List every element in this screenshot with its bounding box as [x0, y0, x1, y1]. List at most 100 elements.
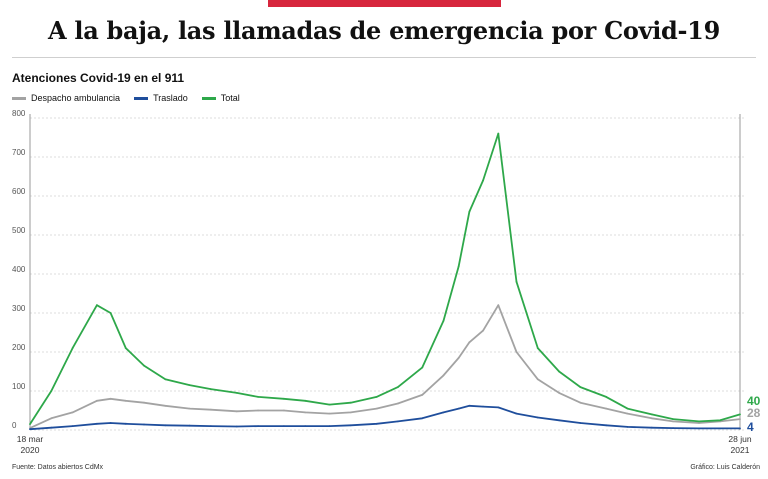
data-point-total: [605, 396, 608, 398]
data-point-total: [650, 413, 653, 416]
data-point-despacho-ambulancia: [124, 399, 127, 402]
data-point-total: [397, 386, 399, 388]
data-point-despacho-ambulancia: [515, 351, 518, 353]
data-point-total: [558, 370, 560, 373]
data-point-traslado: [468, 404, 471, 407]
data-point-despacho-ambulancia: [71, 411, 74, 414]
data-point-traslado: [29, 428, 31, 431]
legend-item-total: Total: [201, 93, 240, 103]
y-tick-label-700: 700: [12, 148, 26, 157]
y-tick-label-800: 800: [12, 109, 26, 118]
data-point-traslado: [579, 422, 582, 424]
page-title: A la baja, las llamadas de emergencia po…: [48, 16, 720, 45]
x-start-label-date: 18 mar: [17, 434, 44, 444]
data-point-despacho-ambulancia: [442, 374, 445, 377]
data-point-total: [421, 366, 424, 369]
data-point-traslado: [457, 407, 460, 410]
data-point-despacho-ambulancia: [739, 418, 741, 420]
data-point-total: [457, 265, 460, 268]
data-point-total: [468, 210, 471, 213]
chart-legend: Despacho ambulancia Traslado Total: [12, 93, 240, 103]
data-point-despacho-ambulancia: [626, 412, 629, 415]
y-tick-label-0: 0: [12, 421, 17, 430]
data-point-total: [188, 384, 191, 386]
data-point-total: [109, 312, 112, 314]
data-point-despacho-ambulancia: [349, 411, 352, 414]
data-point-despacho-ambulancia: [397, 402, 399, 405]
data-point-despacho-ambulancia: [235, 410, 238, 413]
data-point-traslado: [96, 422, 98, 425]
data-point-despacho-ambulancia: [497, 304, 500, 307]
data-point-despacho-ambulancia: [457, 357, 460, 359]
credit-note: Gráfico: Luis Calderón: [690, 464, 760, 471]
source-note: Fuente: Datos abiertos CdMx: [12, 464, 104, 471]
data-point-traslado: [328, 425, 331, 427]
data-point-despacho-ambulancia: [164, 404, 167, 407]
data-point-total: [50, 390, 53, 392]
data-point-total: [143, 364, 145, 367]
data-point-traslado: [482, 405, 484, 408]
data-point-total: [210, 388, 212, 390]
legend-label-ambulancia: Despacho ambulancia: [31, 93, 121, 103]
data-point-traslado: [739, 427, 741, 430]
data-point-despacho-ambulancia: [109, 397, 112, 400]
series-line-total: [29, 132, 741, 425]
y-tick-label-100: 100: [12, 382, 26, 391]
x-end-label-date: 28 jun: [728, 434, 751, 444]
end-value-label: 40: [747, 394, 761, 408]
data-point-despacho-ambulancia: [304, 411, 307, 414]
data-point-total: [672, 418, 674, 420]
data-point-traslado: [210, 425, 212, 427]
data-point-despacho-ambulancia: [650, 417, 653, 420]
data-point-total: [536, 347, 539, 349]
data-point-despacho-ambulancia: [375, 407, 378, 410]
data-point-total: [71, 347, 74, 349]
data-point-despacho-ambulancia: [536, 378, 539, 381]
y-tick-label-300: 300: [12, 304, 26, 313]
data-point-despacho-ambulancia: [210, 408, 212, 411]
data-point-despacho-ambulancia: [482, 329, 484, 332]
data-point-despacho-ambulancia: [96, 399, 98, 402]
data-point-total: [29, 423, 31, 425]
y-tick-label-200: 200: [12, 343, 26, 352]
y-tick-label-600: 600: [12, 187, 26, 196]
data-point-traslado: [497, 406, 500, 409]
data-point-total: [626, 407, 629, 410]
data-point-traslado: [698, 427, 700, 430]
x-start-label-year: 2020: [21, 445, 40, 455]
data-point-despacho-ambulancia: [188, 407, 191, 410]
data-point-despacho-ambulancia: [421, 394, 424, 396]
x-end-label-year: 2021: [731, 445, 750, 455]
legend-item-ambulancia: Despacho ambulancia: [12, 93, 120, 103]
data-point-traslado: [558, 419, 560, 422]
data-point-total: [304, 399, 307, 402]
data-point-traslado: [304, 425, 307, 427]
data-point-traslado: [143, 423, 145, 426]
data-point-total: [375, 396, 378, 398]
legend-swatch-ambulancia: [12, 96, 26, 100]
legend-swatch-traslado: [134, 96, 149, 100]
data-point-despacho-ambulancia: [605, 407, 608, 410]
data-point-traslado: [421, 417, 424, 420]
data-point-total: [349, 401, 352, 404]
data-point-traslado: [71, 425, 74, 427]
data-point-despacho-ambulancia: [50, 417, 53, 420]
data-point-traslado: [626, 426, 629, 428]
data-point-total: [257, 396, 259, 398]
data-point-traslado: [124, 422, 127, 425]
data-point-total: [739, 413, 741, 416]
data-point-total: [164, 378, 167, 381]
data-point-total: [283, 397, 285, 400]
data-point-traslado: [283, 425, 285, 427]
data-point-total: [328, 403, 331, 406]
legend-item-traslado: Traslado: [134, 93, 188, 103]
data-point-total: [482, 179, 484, 182]
y-tick-label-500: 500: [12, 226, 26, 235]
end-value-label: 4: [747, 420, 754, 434]
data-point-total: [96, 304, 98, 307]
data-point-despacho-ambulancia: [672, 420, 674, 423]
data-point-despacho-ambulancia: [257, 409, 259, 412]
data-point-total: [515, 280, 518, 283]
data-point-traslado: [375, 422, 378, 425]
data-point-total: [579, 386, 582, 388]
